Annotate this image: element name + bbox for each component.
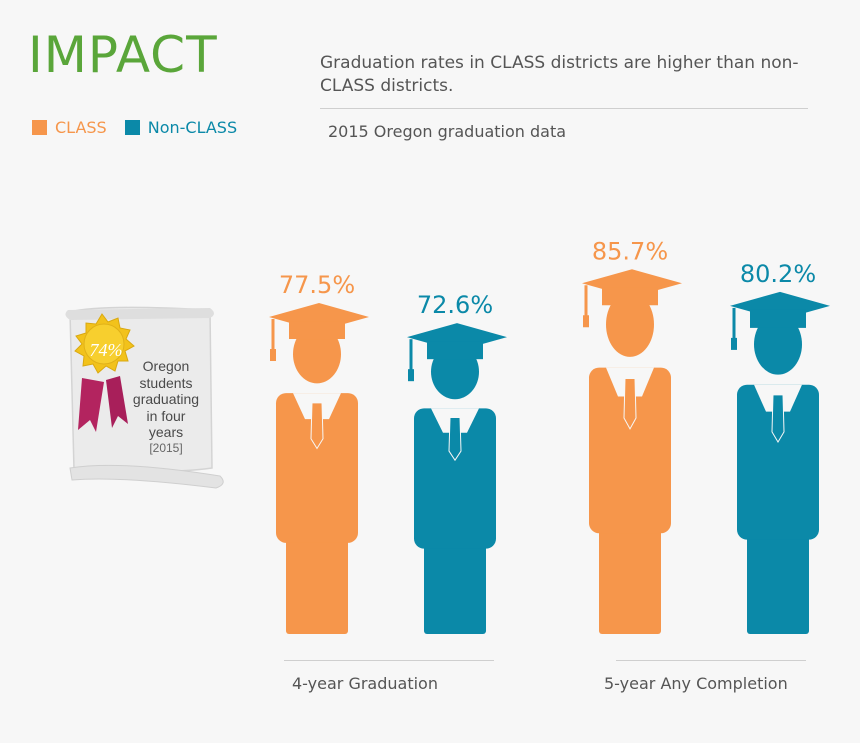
figure-tie [448, 417, 462, 462]
figure-tie [310, 402, 324, 450]
graduate-figure-class-2 [582, 269, 682, 634]
cap-base [427, 341, 483, 360]
legend: CLASS Non-CLASS [32, 118, 237, 137]
figure-gown [737, 384, 819, 540]
ribbon-left-icon [78, 378, 104, 432]
badge-line-2: students [139, 374, 193, 391]
badge-line-4: in four [146, 407, 186, 424]
cap-base [602, 287, 658, 306]
legend-label-class: CLASS [55, 118, 107, 137]
badge-line-5: years [148, 424, 184, 441]
badge-value: 74% [89, 340, 123, 360]
value-label-class-2: 85.7% [592, 237, 668, 265]
legend-label-non-class: Non-CLASS [147, 118, 238, 137]
figure-gown [276, 393, 358, 543]
tassel-end [583, 315, 589, 328]
badge-line-3: graduating [132, 391, 200, 408]
cap-base [289, 321, 345, 340]
legend-swatch-non-class [124, 120, 140, 135]
page-title: IMPACT [28, 26, 218, 84]
figure-head [606, 292, 654, 357]
headline: Graduation rates in CLASS districts are … [320, 53, 799, 96]
legend-swatch-class [32, 120, 47, 135]
value-label-non-class-2: 80.2% [740, 260, 816, 288]
tassel-end [270, 349, 276, 362]
figure-gown [589, 367, 671, 534]
figure-head [754, 314, 802, 375]
group-divider-4yr [284, 660, 494, 661]
legend-item-class: CLASS [32, 118, 107, 137]
certificate-scroll-icon [65, 306, 224, 489]
chart-subtitle: 2015 Oregon graduation data [328, 122, 567, 141]
figure-tie [771, 394, 785, 443]
value-label-non-class-1: 72.6% [417, 291, 493, 319]
legend-item-non-class: Non-CLASS [124, 118, 238, 137]
tassel-end [731, 337, 737, 350]
badge-line-1: Oregon [142, 358, 190, 374]
figure-head [293, 324, 341, 384]
cap-base [750, 309, 806, 328]
group-divider-5yr [616, 660, 806, 661]
graduate-figure-class-1 [269, 303, 369, 634]
badge-year: [2015] [149, 440, 183, 455]
tassel-end [408, 369, 414, 382]
category-label-5yr: 5-year Any Completion [604, 674, 788, 693]
figure-gown [414, 408, 496, 549]
graduate-figure-non-class-2 [730, 291, 830, 634]
category-label-4yr: 4-year Graduation [292, 674, 438, 693]
headline-divider [320, 108, 808, 109]
badge-text: Oregon students graduating in four years… [124, 358, 208, 455]
graduate-figure-non-class-1 [407, 323, 507, 634]
value-label-class-1: 77.5% [279, 271, 355, 299]
figure-tie [623, 377, 637, 430]
ribbon-right-icon [106, 376, 128, 428]
